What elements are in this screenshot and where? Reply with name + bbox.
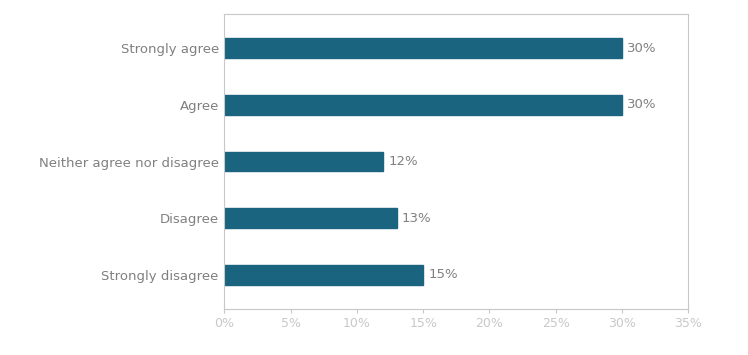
Text: 13%: 13% [402,212,432,225]
Text: 12%: 12% [389,155,418,168]
Bar [224,152,384,171]
Bar [224,38,622,58]
Bar [224,95,622,115]
Text: 15%: 15% [429,268,458,282]
Bar [224,265,423,285]
Text: 30%: 30% [628,98,657,111]
Text: 30%: 30% [628,42,657,55]
Bar [224,208,396,228]
